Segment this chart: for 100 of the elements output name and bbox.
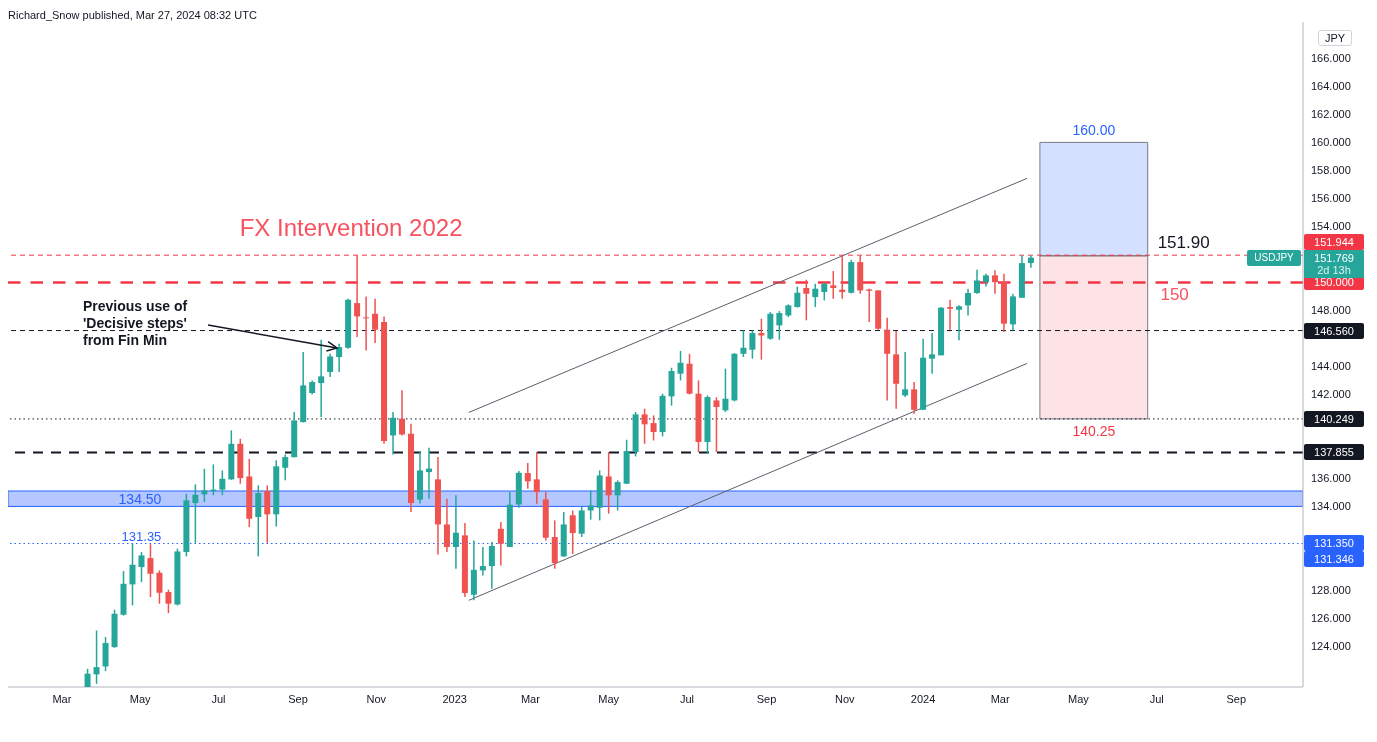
candlestick [282, 453, 289, 482]
x-tick-label: Nov [366, 692, 387, 705]
x-tick-label: Mar [52, 692, 72, 705]
candlestick [372, 298, 379, 344]
candlestick [974, 269, 980, 295]
ref-line-label: 131.350 [1304, 534, 1364, 551]
candlestick [650, 414, 657, 442]
x-tick-label: Jul [679, 692, 694, 705]
candlestick [866, 287, 873, 323]
annotation: 150 [1160, 285, 1189, 306]
candlestick [129, 543, 136, 607]
candlestick [165, 588, 172, 614]
candlestick [965, 287, 972, 317]
y-tick-label: 162.000 [1311, 108, 1351, 121]
text: 151.769 [1304, 249, 1364, 266]
x-tick-label: Nov [835, 692, 856, 705]
text: USDJPY [1247, 249, 1301, 266]
x-tick-label: Jul [1149, 692, 1164, 705]
y-tick-label: 160.000 [1311, 136, 1351, 149]
candlestick [452, 494, 459, 570]
candlestick [587, 489, 594, 521]
candlestick [605, 451, 612, 515]
candlestick [803, 278, 810, 322]
candlestick [201, 467, 208, 503]
candlestick [722, 368, 729, 413]
candlestick [138, 551, 145, 583]
candlestick [255, 484, 262, 558]
candlestick [578, 505, 585, 538]
candlestick [794, 285, 801, 309]
annotation: 151.90 [1157, 232, 1210, 253]
candlestick [947, 299, 954, 331]
y-tick-label: 148.000 [1311, 304, 1351, 317]
ref-line-label: 150.000 [1304, 274, 1364, 291]
annotation: 131.35 [121, 528, 162, 543]
band-label: 160.00 [1072, 122, 1116, 139]
candlestick [569, 509, 576, 555]
candlestick [147, 543, 154, 598]
candlestick [641, 407, 648, 445]
x-tick-label: Sep [756, 692, 777, 705]
annotation: FX Intervention 2022 [239, 214, 463, 243]
candlestick [390, 411, 397, 456]
y-tick-label: 142.000 [1311, 388, 1351, 401]
candlestick [479, 546, 486, 577]
candlestick [929, 332, 936, 375]
band-label: 140.25 [1072, 422, 1116, 439]
y-tick-label: 154.000 [1311, 220, 1351, 233]
candlestick [219, 469, 226, 496]
text: 131.346 [1304, 550, 1364, 567]
candlestick [336, 342, 343, 373]
candlestick [677, 350, 684, 382]
y-tick-label: 128.000 [1311, 584, 1351, 597]
ref-line-label: 140.249 [1304, 410, 1364, 427]
candlestick [911, 381, 918, 415]
candlestick [192, 483, 199, 544]
x-tick-label: 2024 [910, 692, 936, 705]
y-tick-label: 124.000 [1311, 640, 1351, 653]
text: Richard_Snow published, Mar 27, 2024 08:32 UTC [8, 8, 258, 22]
candlestick [524, 462, 531, 490]
candlestick [776, 310, 783, 341]
y-axis-title: JPY [1318, 30, 1353, 46]
candlestick [533, 451, 540, 505]
candlestick [740, 329, 747, 358]
candlestick [497, 521, 504, 567]
candlestick [443, 497, 450, 553]
x-tick-label: Jul [211, 692, 226, 705]
ref-line-label: 151.944 [1304, 234, 1364, 251]
candlestick [614, 479, 621, 512]
candlestick [363, 295, 370, 352]
candlestick [264, 484, 271, 544]
ref-line-label: 146.560 [1304, 322, 1364, 339]
candlestick [354, 254, 361, 338]
y-tick-label: 136.000 [1311, 472, 1351, 485]
x-tick-label: May [129, 692, 152, 705]
candlestick [749, 329, 756, 360]
candlestick [318, 339, 325, 418]
candlestick [830, 270, 837, 300]
x-tick-label: 2023 [442, 692, 467, 705]
y-tick-label: 134.000 [1311, 500, 1351, 513]
y-tick-label: 158.000 [1311, 164, 1351, 177]
x-tick-label: Sep [288, 692, 308, 705]
y-tick-label: 164.000 [1311, 80, 1351, 93]
candlestick [156, 569, 163, 605]
x-tick-label: May [1068, 692, 1090, 705]
x-tick-label: Sep [1226, 692, 1247, 705]
candlestick [713, 396, 720, 453]
candlestick [93, 629, 100, 685]
candlestick [399, 389, 406, 437]
candlestick [488, 541, 495, 590]
candlestick [991, 269, 998, 295]
annotation: Previous use of 'Decisive steps' from Fin Min [83, 298, 189, 349]
band-label: 134.50 [118, 490, 162, 507]
y-tick-label: 126.000 [1311, 612, 1351, 625]
ref-line-label: 137.855 [1304, 444, 1364, 461]
candlestick [102, 636, 109, 672]
x-tick-label: May [598, 692, 620, 705]
candlestick [812, 283, 819, 308]
text: 2d 13h [1304, 263, 1364, 278]
candlestick [956, 304, 963, 342]
y-tick-label: 166.000 [1311, 52, 1351, 65]
x-tick-label: Mar [520, 692, 541, 705]
